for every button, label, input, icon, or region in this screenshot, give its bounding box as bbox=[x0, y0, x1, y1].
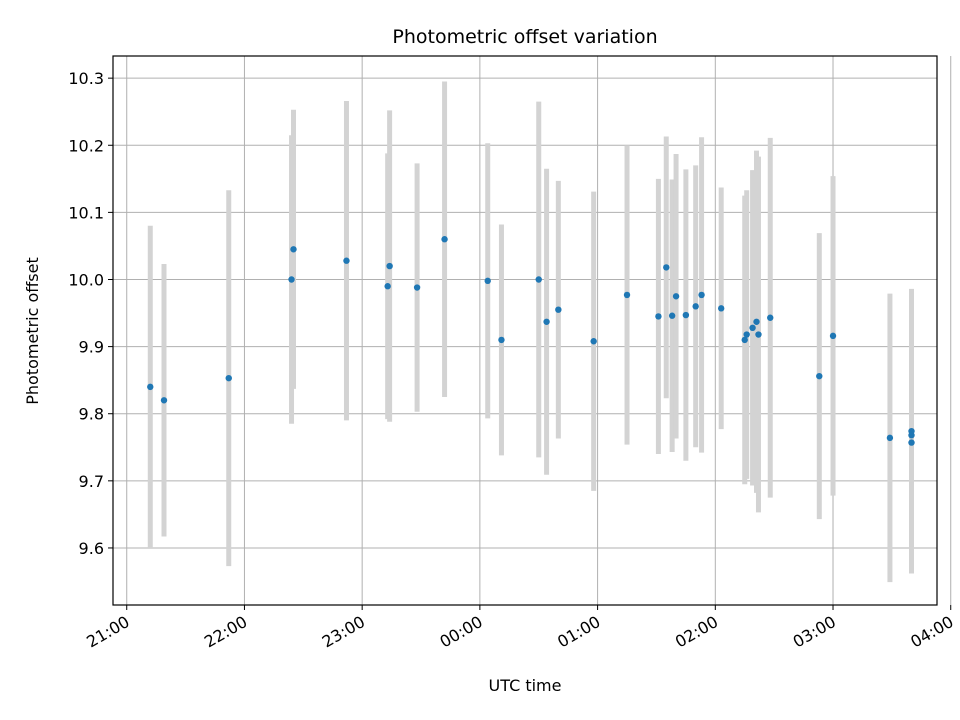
chart-title: Photometric offset variation bbox=[392, 26, 657, 48]
data-point bbox=[413, 284, 421, 291]
data-point bbox=[749, 324, 756, 332]
data-point bbox=[623, 291, 631, 299]
data-point bbox=[743, 331, 750, 338]
data-point bbox=[225, 374, 232, 382]
data-point bbox=[386, 262, 393, 270]
data-point bbox=[484, 277, 491, 285]
data-point bbox=[886, 434, 894, 442]
data-point bbox=[288, 276, 295, 283]
data-point bbox=[767, 314, 774, 321]
data-point bbox=[717, 305, 725, 312]
data-point bbox=[829, 332, 837, 340]
y-tick-label: 9.6 bbox=[79, 539, 104, 558]
data-point bbox=[498, 336, 505, 344]
data-point bbox=[692, 303, 699, 310]
y-tick-label: 9.8 bbox=[79, 405, 104, 424]
data-point bbox=[668, 312, 676, 319]
data-point bbox=[753, 318, 760, 325]
y-axis-title: Photometric offset bbox=[23, 257, 42, 405]
data-point bbox=[590, 338, 597, 345]
grid-layer bbox=[113, 56, 952, 605]
data-point bbox=[147, 383, 154, 391]
data-point bbox=[755, 331, 762, 338]
data-point bbox=[441, 236, 448, 243]
y-tick-label: 9.9 bbox=[79, 338, 104, 357]
y-tick-label: 10.1 bbox=[68, 203, 104, 222]
plot-frame bbox=[112, 55, 938, 606]
data-point bbox=[816, 372, 823, 380]
data-point bbox=[535, 276, 542, 283]
data-point bbox=[290, 246, 297, 253]
point-layer bbox=[147, 236, 915, 446]
data-point bbox=[543, 318, 550, 325]
data-point bbox=[160, 397, 168, 404]
data-point bbox=[908, 439, 915, 446]
data-point bbox=[655, 313, 662, 320]
data-point bbox=[908, 427, 915, 435]
y-tick-label: 10.2 bbox=[68, 136, 104, 155]
data-point bbox=[682, 311, 690, 319]
data-point bbox=[698, 291, 705, 299]
data-point bbox=[343, 257, 350, 264]
data-point bbox=[741, 336, 748, 344]
y-tick-label: 10.0 bbox=[68, 270, 104, 289]
y-tick-label: 9.7 bbox=[79, 472, 104, 491]
x-axis-title: UTC time bbox=[489, 676, 562, 695]
data-point bbox=[555, 306, 562, 313]
data-point bbox=[384, 283, 391, 290]
data-point bbox=[663, 264, 670, 271]
data-point bbox=[672, 293, 680, 300]
y-tick-label: 10.3 bbox=[68, 69, 104, 88]
